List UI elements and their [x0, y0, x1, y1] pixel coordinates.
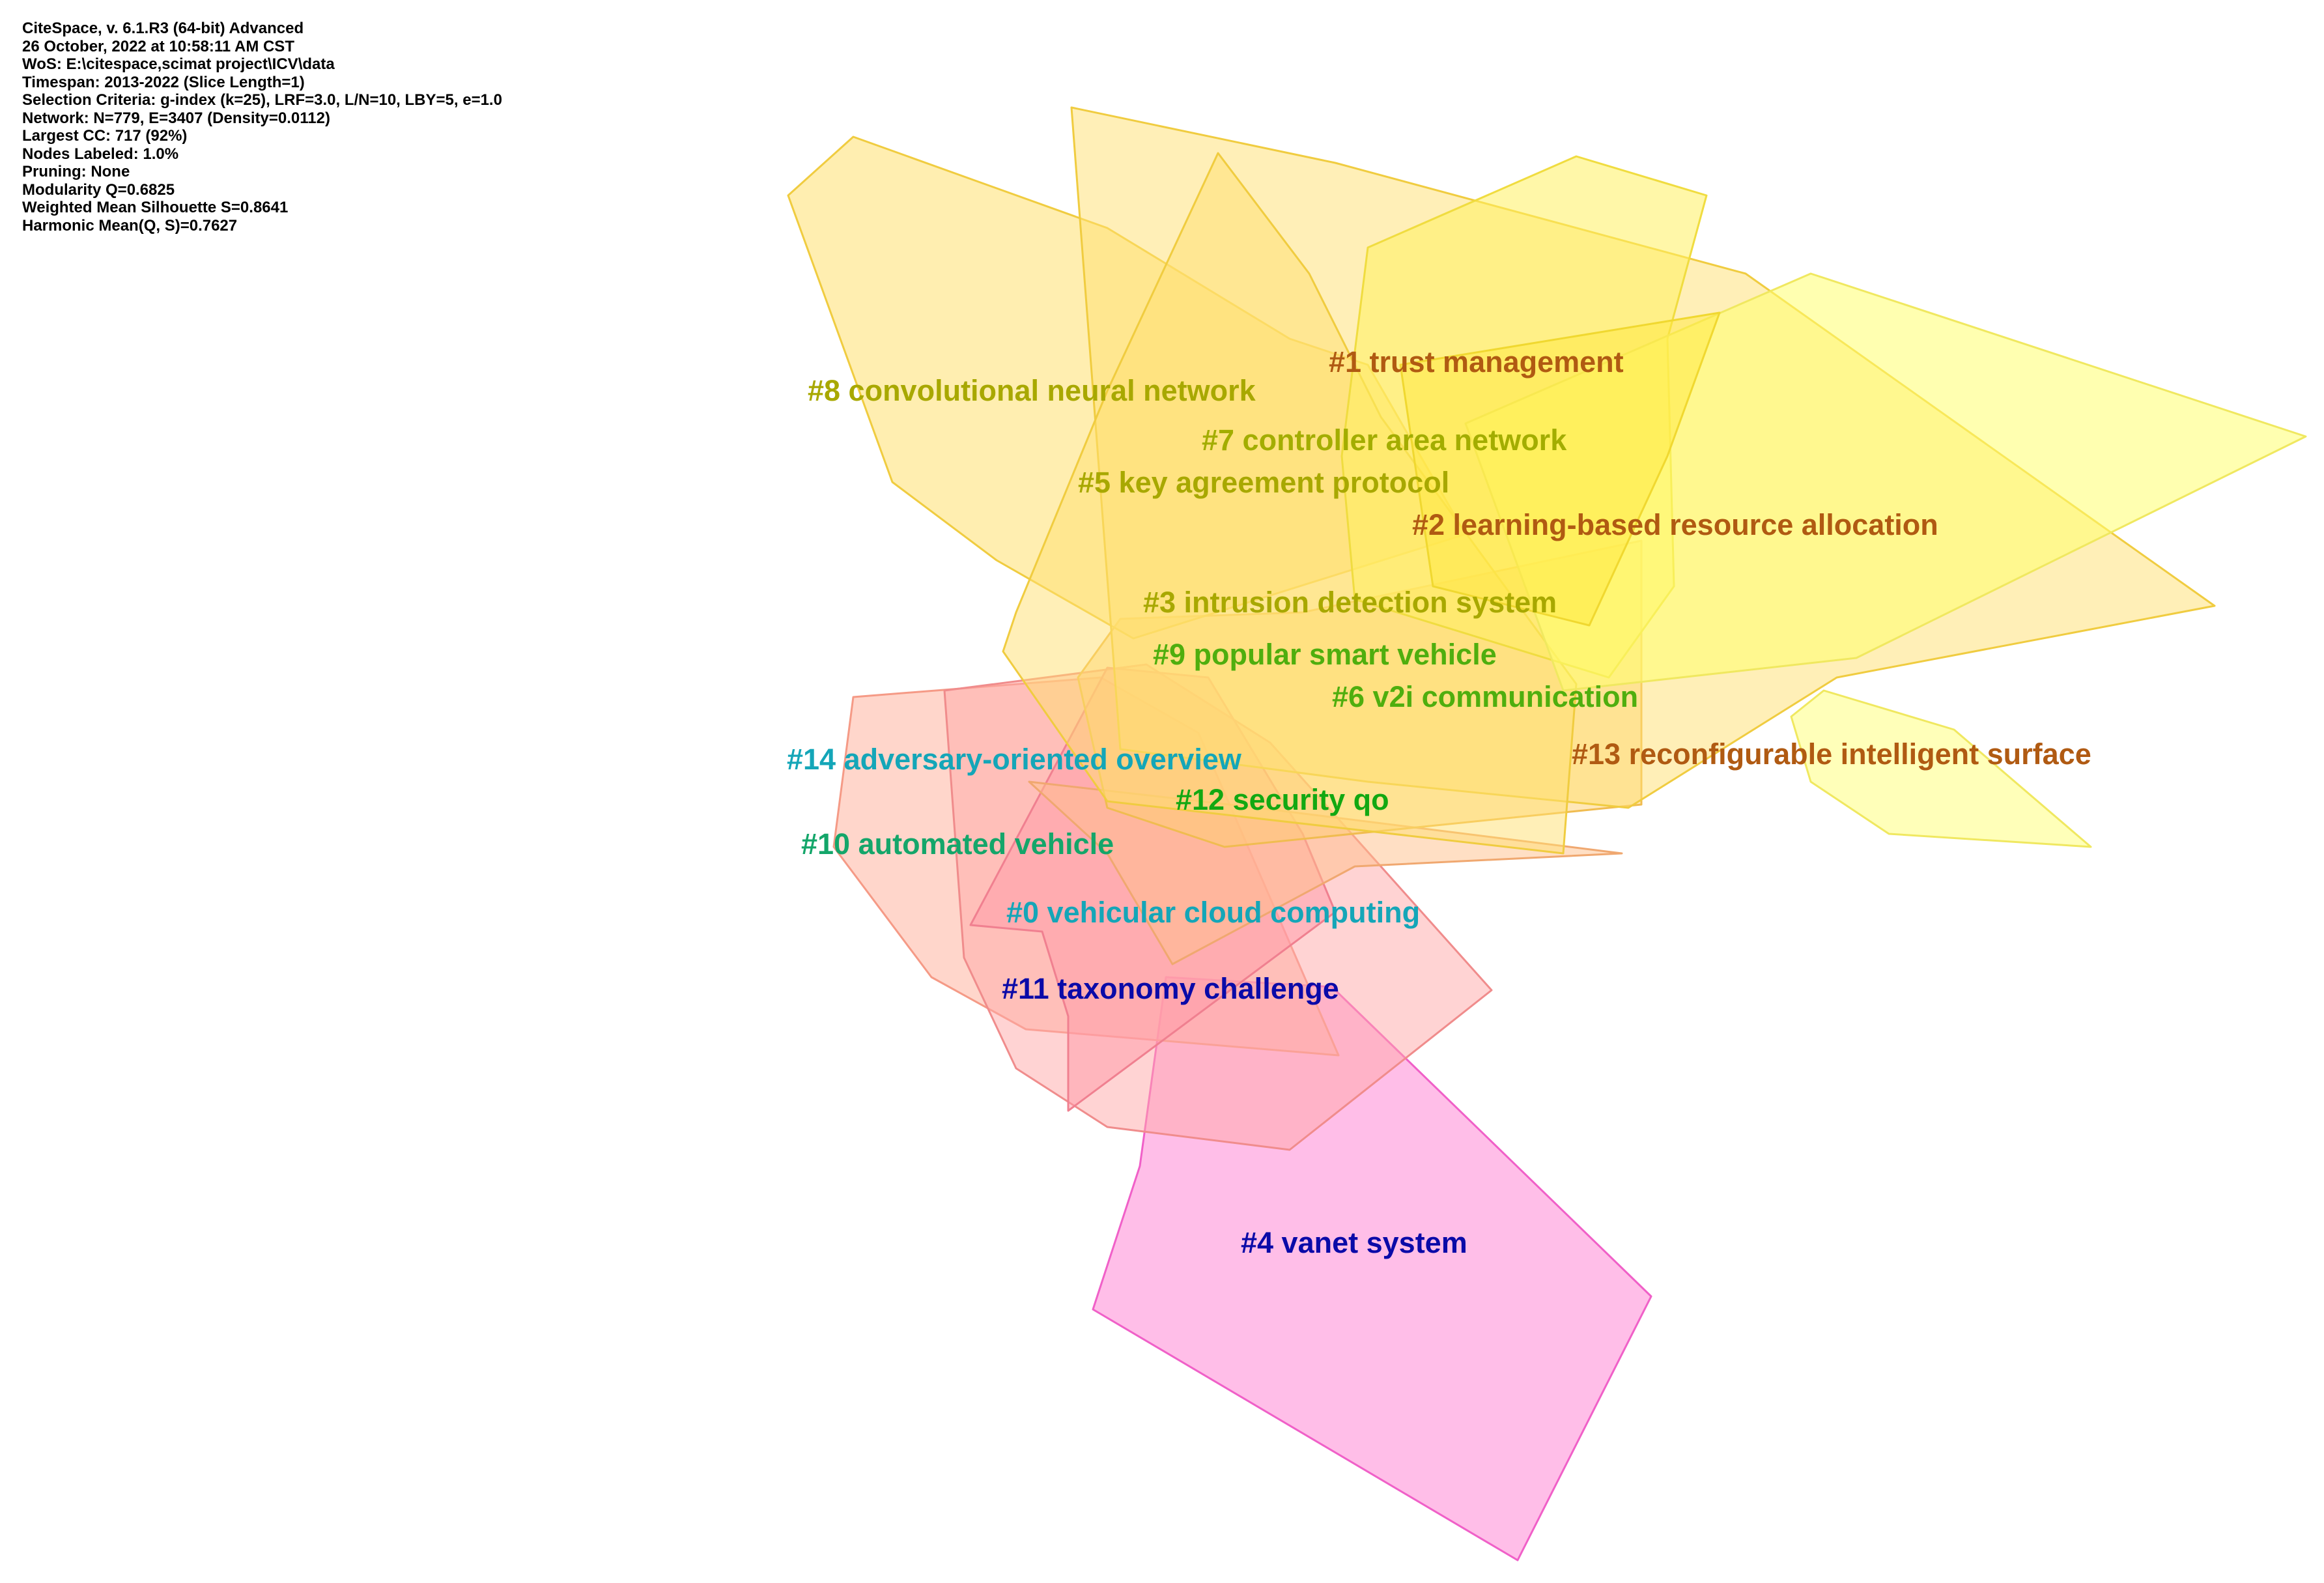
cluster-label-2[interactable]: #2 learning-based resource allocation: [1412, 508, 1938, 541]
cluster-label-5[interactable]: #5 key agreement protocol: [1078, 466, 1450, 499]
cluster-region-5: [1399, 311, 1721, 627]
info-line: Timespan: 2013-2022 (Slice Length=1): [22, 73, 305, 91]
cluster-label-4[interactable]: #4 vanet system: [1241, 1226, 1467, 1259]
cluster-region-3: [1002, 152, 1578, 855]
cluster-region-13: [1790, 689, 2092, 848]
info-line: Nodes Labeled: 1.0%: [22, 145, 179, 163]
info-line: Pruning: None: [22, 163, 130, 180]
cluster-label-7[interactable]: #7 controller area network: [1202, 423, 1567, 457]
info-line: Network: N=779, E=3407 (Density=0.0112): [22, 109, 330, 127]
cluster-label-12[interactable]: #12 security qo: [1176, 783, 1389, 816]
cluster-label-1[interactable]: #1 trust management: [1329, 345, 1624, 378]
cluster-label-13[interactable]: #13 reconfigurable intelligent surface: [1572, 737, 2091, 771]
cluster-label-8[interactable]: #8 convolutional neural network: [808, 374, 1256, 407]
cluster-label-10[interactable]: #10 automated vehicle: [801, 827, 1114, 861]
cluster-label-9[interactable]: #9 popular smart vehicle: [1153, 638, 1497, 671]
info-line: 26 October, 2022 at 10:58:11 AM CST: [22, 37, 294, 55]
info-line: Modularity Q=0.6825: [22, 180, 175, 199]
cluster-label-14[interactable]: #14 adversary-oriented overview: [787, 743, 1241, 776]
info-line: Weighted Mean Silhouette S=0.8641: [22, 199, 289, 216]
info-line: Largest CC: 717 (92%): [22, 127, 188, 145]
info-line: Harmonic Mean(Q, S)=0.7627: [22, 216, 238, 235]
info-line: WoS: E:\citespace,scimat project\ICV\dat…: [22, 55, 335, 73]
cluster-label-0[interactable]: #0 vehicular cloud computing: [1006, 896, 1421, 929]
info-line: Selection Criteria: g-index (k=25), LRF=…: [22, 91, 502, 109]
cluster-label-3[interactable]: #3 intrusion detection system: [1143, 586, 1557, 619]
cluster-label-11[interactable]: #11 taxonomy challenge: [1002, 972, 1339, 1005]
cluster-label-6[interactable]: #6 v2i communication: [1332, 680, 1639, 713]
info-line: CiteSpace, v. 6.1.R3 (64-bit) Advanced: [22, 20, 304, 37]
citespace-info-panel: CiteSpace, v. 6.1.R3 (64-bit) Advanced 2…: [22, 20, 502, 235]
